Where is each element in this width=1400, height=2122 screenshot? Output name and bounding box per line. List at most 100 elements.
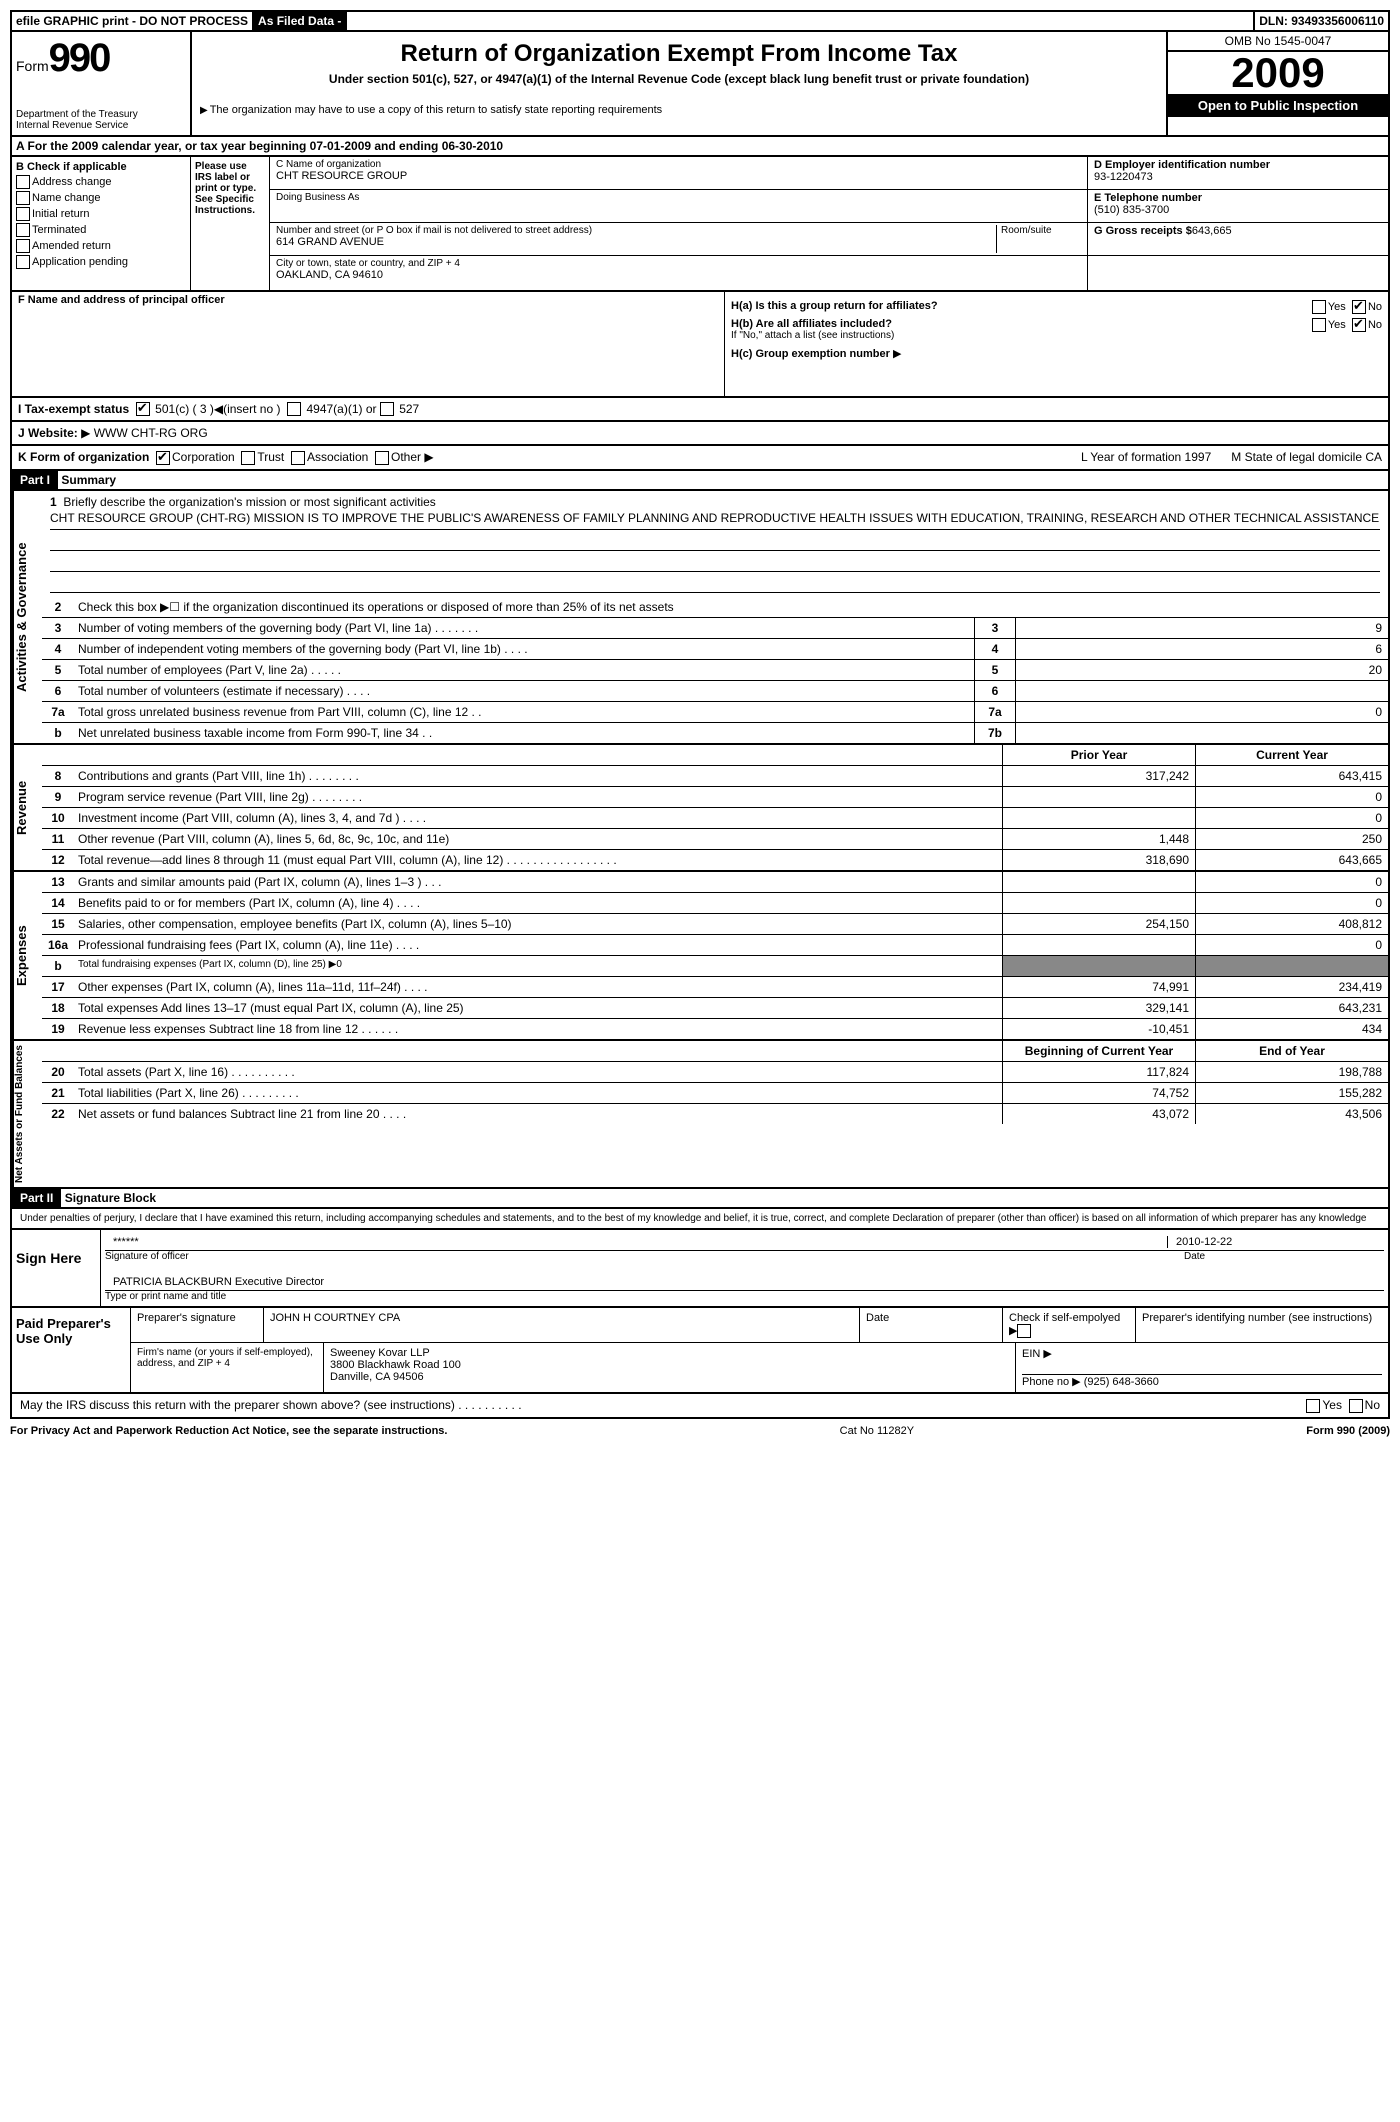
officer-h-row: F Name and address of principal officer …: [10, 292, 1390, 398]
table-row: 4Number of independent voting members of…: [42, 639, 1388, 660]
prep-date: Date: [860, 1308, 1003, 1342]
part1-title: Summary: [61, 473, 116, 487]
part2-title: Signature Block: [65, 1191, 156, 1205]
table-row: 14Benefits paid to or for members (Part …: [42, 893, 1388, 914]
city: City or town, state or country, and ZIP …: [270, 256, 1087, 288]
vlabel-gov: Activities & Governance: [12, 491, 42, 743]
expenses-section: Expenses 13Grants and similar amounts pa…: [10, 872, 1390, 1041]
col-eoy: End of Year: [1195, 1041, 1388, 1061]
cb-name[interactable]: Name change: [16, 191, 186, 205]
part2-header: Part II: [12, 1189, 61, 1207]
col-prior-year: Prior Year: [1002, 745, 1195, 765]
activities-governance: Activities & Governance 1 Briefly descri…: [10, 491, 1390, 745]
mission-text: CHT RESOURCE GROUP (CHT-RG) MISSION IS T…: [50, 509, 1380, 530]
footer-right: Form 990 (2009): [1306, 1425, 1390, 1437]
asfiled: As Filed Data -: [254, 12, 347, 30]
firm-ein: EIN ▶: [1022, 1347, 1382, 1375]
ein: D Employer identification number 93-1220…: [1088, 157, 1388, 190]
row-a: A For the 2009 calendar year, or tax yea…: [10, 137, 1390, 157]
paid-label: Paid Preparer's Use Only: [12, 1308, 131, 1392]
b-label: B Check if applicable: [16, 161, 127, 173]
table-row: 10Investment income (Part VIII, column (…: [42, 808, 1388, 829]
hb: H(b) Are all affiliates included? Yes No…: [731, 318, 1382, 341]
discuss-row: May the IRS discuss this return with the…: [10, 1394, 1390, 1419]
top-bar: efile GRAPHIC print - DO NOT PROCESS As …: [10, 10, 1390, 32]
col-current-year: Current Year: [1195, 745, 1388, 765]
cb-address[interactable]: Address change: [16, 175, 186, 189]
gross: G Gross receipts $643,665: [1088, 223, 1388, 256]
table-row: bTotal fundraising expenses (Part IX, co…: [42, 956, 1388, 977]
table-row: 5Total number of employees (Part V, line…: [42, 660, 1388, 681]
table-row: 16aProfessional fundraising fees (Part I…: [42, 935, 1388, 956]
firm-label: Firm's name (or yours if self-employed),…: [131, 1343, 324, 1392]
year-formation: L Year of formation 1997: [1081, 450, 1211, 465]
col-boy: Beginning of Current Year: [1002, 1041, 1195, 1061]
table-row: 11Other revenue (Part VIII, column (A), …: [42, 829, 1388, 850]
part2-header-row: Part II Signature Block: [10, 1189, 1390, 1209]
cb-pending[interactable]: Application pending: [16, 255, 186, 269]
table-row: 18Total expenses Add lines 13–17 (must e…: [42, 998, 1388, 1019]
row-i: I Tax-exempt status 501(c) ( 3 ) ◀(inser…: [10, 398, 1390, 422]
hc: H(c) Group exemption number ▶: [731, 347, 1382, 360]
phone: E Telephone number (510) 835-3700: [1088, 190, 1388, 223]
form-header: Form990 Department of the Treasury Inter…: [10, 32, 1390, 137]
revenue-section: Revenue Prior Year Current Year 8Contrib…: [10, 745, 1390, 872]
sig-date: 2010-12-22: [1167, 1236, 1384, 1248]
tax-year: 2009: [1168, 52, 1388, 94]
form-note: The organization may have to use a copy …: [200, 104, 1158, 116]
l1-label: Briefly describe the organization's miss…: [63, 495, 435, 509]
f-officer: F Name and address of principal officer: [12, 292, 725, 396]
netassets-section: Net Assets or Fund Balances Beginning of…: [10, 1041, 1390, 1189]
table-row: 13Grants and similar amounts paid (Part …: [42, 872, 1388, 893]
firm-phone: (925) 648-3660: [1084, 1376, 1159, 1388]
table-row: 21Total liabilities (Part X, line 26) . …: [42, 1083, 1388, 1104]
cb-terminated[interactable]: Terminated: [16, 223, 186, 237]
dept: Department of the Treasury Internal Reve…: [16, 109, 186, 131]
vlabel-rev: Revenue: [12, 745, 42, 870]
efile-text: efile GRAPHIC print - DO NOT PROCESS: [12, 12, 254, 30]
firm-name: Sweeney Kovar LLP: [330, 1347, 1009, 1359]
row-j: J Website: ▶ WWW CHT-RG ORG: [10, 422, 1390, 446]
table-row: 6Total number of volunteers (estimate if…: [42, 681, 1388, 702]
table-row: 9Program service revenue (Part VIII, lin…: [42, 787, 1388, 808]
l2: Check this box ▶☐ if the organization di…: [74, 597, 1388, 617]
vlabel-exp: Expenses: [12, 872, 42, 1039]
officer-name: PATRICIA BLACKBURN Executive Director: [105, 1276, 332, 1288]
part1-header-row: Part I Summary: [10, 471, 1390, 491]
form-subtitle: Under section 501(c), 527, or 4947(a)(1)…: [200, 72, 1158, 86]
table-row: 19Revenue less expenses Subtract line 18…: [42, 1019, 1388, 1039]
dba: Doing Business As: [270, 190, 1087, 223]
street: Number and street (or P O box if mail is…: [270, 223, 1087, 256]
table-row: 7aTotal gross unrelated business revenue…: [42, 702, 1388, 723]
row-k: K Form of organization Corporation Trust…: [10, 446, 1390, 471]
page-footer: For Privacy Act and Paperwork Reduction …: [10, 1419, 1390, 1443]
firm-city: Danville, CA 94506: [330, 1371, 1009, 1383]
table-row: bNet unrelated business taxable income f…: [42, 723, 1388, 743]
table-row: 3Number of voting members of the governi…: [42, 618, 1388, 639]
paid-preparer: Paid Preparer's Use Only Preparer's sign…: [10, 1308, 1390, 1394]
perjury: Under penalties of perjury, I declare th…: [10, 1209, 1390, 1230]
open-inspection: Open to Public Inspection: [1168, 94, 1388, 117]
table-row: 22Net assets or fund balances Subtract l…: [42, 1104, 1388, 1124]
please-label: Please use IRS label or print or type. S…: [191, 157, 270, 290]
sign-label: Sign Here: [12, 1230, 101, 1306]
cb-initial[interactable]: Initial return: [16, 207, 186, 221]
table-row: 20Total assets (Part X, line 16) . . . .…: [42, 1062, 1388, 1083]
table-row: 12Total revenue—add lines 8 through 11 (…: [42, 850, 1388, 870]
vlabel-net: Net Assets or Fund Balances: [12, 1041, 42, 1187]
sign-here: Sign Here ****** 2010-12-22 Signature of…: [10, 1230, 1390, 1308]
dln: DLN: 93493356006110: [1255, 12, 1388, 30]
prep-sig-label: Preparer's signature: [131, 1308, 264, 1342]
cb-amended[interactable]: Amended return: [16, 239, 186, 253]
form-title: Return of Organization Exempt From Incom…: [200, 40, 1158, 68]
c-name: C Name of organization CHT RESOURCE GROU…: [270, 157, 1087, 190]
table-row: 17Other expenses (Part IX, column (A), l…: [42, 977, 1388, 998]
ha: H(a) Is this a group return for affiliat…: [731, 300, 1382, 312]
prep-name: JOHN H COURTNEY CPA: [264, 1308, 860, 1342]
part1-header: Part I: [12, 471, 58, 489]
form-number: Form990: [16, 36, 186, 81]
section-b-g: B Check if applicable Address change Nam…: [10, 157, 1390, 292]
state-domicile: M State of legal domicile CA: [1231, 450, 1382, 465]
table-row: 15Salaries, other compensation, employee…: [42, 914, 1388, 935]
prep-pin: Preparer's identifying number (see instr…: [1136, 1308, 1388, 1342]
